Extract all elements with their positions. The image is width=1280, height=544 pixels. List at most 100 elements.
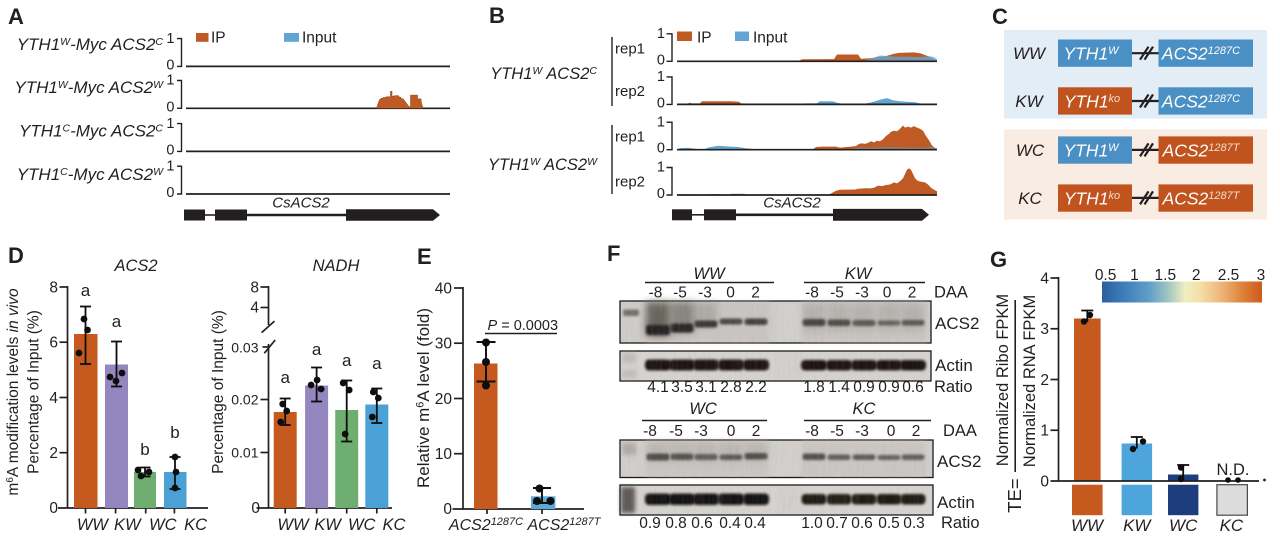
svg-text:0: 0 xyxy=(49,500,58,517)
svg-text:DAA: DAA xyxy=(934,284,968,302)
svg-text:YTH1C-Myc ACS2C: YTH1C-Myc ACS2C xyxy=(19,122,163,141)
svg-text:2: 2 xyxy=(751,285,760,302)
svg-text:0: 0 xyxy=(166,142,174,158)
svg-text:WC: WC xyxy=(1169,516,1198,535)
svg-text:Actin: Actin xyxy=(935,356,973,375)
svg-text:A: A xyxy=(8,4,24,29)
svg-text:IP: IP xyxy=(211,30,226,47)
svg-text:-8: -8 xyxy=(643,423,657,440)
svg-text:KW: KW xyxy=(314,516,342,534)
svg-text:YTH1ko: YTH1ko xyxy=(1064,91,1120,111)
svg-text:0.3: 0.3 xyxy=(903,515,925,532)
svg-text:1: 1 xyxy=(657,26,665,42)
svg-text:-5: -5 xyxy=(673,285,687,302)
svg-text:C: C xyxy=(992,4,1008,29)
svg-text:8: 8 xyxy=(49,280,58,297)
svg-text:0.5: 0.5 xyxy=(1095,267,1117,284)
svg-text:IP: IP xyxy=(697,30,712,47)
svg-text:KW: KW xyxy=(114,516,142,534)
svg-text:rep1: rep1 xyxy=(615,129,645,146)
svg-text:0: 0 xyxy=(657,52,665,68)
svg-text:YTH1W: YTH1W xyxy=(1063,44,1120,64)
svg-text:WC: WC xyxy=(689,400,717,418)
svg-text:YTH1ko: YTH1ko xyxy=(1064,188,1120,208)
svg-text:0: 0 xyxy=(657,141,665,157)
svg-text:CsACS2: CsACS2 xyxy=(763,195,821,212)
svg-text:1: 1 xyxy=(657,160,665,176)
svg-text:0: 0 xyxy=(727,423,736,440)
svg-text:Normalized Ribo FPKM: Normalized Ribo FPKM xyxy=(994,294,1012,466)
svg-text:G: G xyxy=(990,247,1007,272)
svg-text:ACS2: ACS2 xyxy=(113,257,157,275)
svg-text:a: a xyxy=(81,281,91,300)
svg-text:ACS2: ACS2 xyxy=(935,314,979,333)
svg-text:-8: -8 xyxy=(805,285,819,302)
svg-text:0: 0 xyxy=(443,501,452,518)
svg-text:Normalized RNA FPKM: Normalized RNA FPKM xyxy=(1021,295,1039,467)
svg-text:DAA: DAA xyxy=(943,422,977,440)
svg-text:YTH1W ACS2C: YTH1W ACS2C xyxy=(490,65,597,83)
svg-text:-3: -3 xyxy=(855,285,869,302)
svg-text:E: E xyxy=(417,244,432,269)
svg-text:KW: KW xyxy=(1123,516,1152,535)
svg-text:KC: KC xyxy=(184,516,207,534)
svg-text:20: 20 xyxy=(435,391,453,408)
svg-text:40: 40 xyxy=(435,281,453,298)
svg-text:6: 6 xyxy=(49,335,58,352)
svg-text:KC: KC xyxy=(853,400,876,418)
svg-text:0: 0 xyxy=(166,57,174,73)
svg-text:0.9: 0.9 xyxy=(878,379,900,396)
svg-text:1: 1 xyxy=(166,158,174,174)
svg-text:-8: -8 xyxy=(649,285,663,302)
svg-text:a: a xyxy=(372,354,382,373)
svg-text:ACS2: ACS2 xyxy=(937,452,981,471)
svg-text:10: 10 xyxy=(435,446,453,463)
svg-text:TE=: TE= xyxy=(1004,478,1025,512)
svg-text:a: a xyxy=(280,368,290,387)
svg-text:CsACS2: CsACS2 xyxy=(272,195,330,212)
svg-text:Input: Input xyxy=(753,30,788,47)
svg-text:0: 0 xyxy=(251,500,260,517)
svg-text:Percentage of Input (%): Percentage of Input (%) xyxy=(26,310,43,474)
svg-text:1.8: 1.8 xyxy=(803,379,825,396)
svg-text:3: 3 xyxy=(1257,267,1266,284)
svg-text:0.5: 0.5 xyxy=(878,515,900,532)
svg-text:4.1: 4.1 xyxy=(647,379,669,396)
svg-text:a: a xyxy=(342,351,352,370)
svg-text:1.4: 1.4 xyxy=(828,379,850,396)
svg-text:m6A modification levels in viv: m6A modification levels in vivo xyxy=(5,288,22,496)
svg-text:2.8: 2.8 xyxy=(720,379,742,396)
svg-text:YTH1W-Myc ACS2W: YTH1W-Myc ACS2W xyxy=(14,78,164,97)
svg-text:-3: -3 xyxy=(855,423,869,440)
svg-text:WC: WC xyxy=(348,516,376,534)
svg-text:N.D.: N.D. xyxy=(1217,461,1250,479)
svg-text:8: 8 xyxy=(250,280,259,297)
svg-text:1: 1 xyxy=(166,73,174,89)
svg-text:1: 1 xyxy=(1040,423,1049,440)
svg-text:KC: KC xyxy=(1018,189,1042,208)
svg-text:WC: WC xyxy=(149,516,177,534)
svg-text:0.03: 0.03 xyxy=(231,340,258,356)
svg-text:Ratio: Ratio xyxy=(941,514,980,532)
svg-text:KC: KC xyxy=(1220,516,1244,535)
svg-text:2: 2 xyxy=(912,423,921,440)
svg-text:0.7: 0.7 xyxy=(826,515,848,532)
svg-text:0.01: 0.01 xyxy=(231,445,258,461)
svg-text:-3: -3 xyxy=(694,423,708,440)
svg-text:2.5: 2.5 xyxy=(1218,267,1240,284)
svg-text:P = 0.0003: P = 0.0003 xyxy=(488,318,559,334)
svg-text:b: b xyxy=(140,440,149,459)
svg-text:0.9: 0.9 xyxy=(639,515,661,532)
svg-text:YTH1W-Myc ACS2C: YTH1W-Myc ACS2C xyxy=(17,35,164,54)
svg-text:3.5: 3.5 xyxy=(671,379,693,396)
svg-text:0: 0 xyxy=(883,285,892,302)
svg-text:a: a xyxy=(112,312,122,331)
svg-text:2: 2 xyxy=(1192,267,1201,284)
svg-text:4: 4 xyxy=(1040,271,1049,288)
svg-text:b: b xyxy=(170,423,179,442)
svg-text:1: 1 xyxy=(166,31,174,47)
svg-text:0.6: 0.6 xyxy=(691,515,713,532)
svg-text:KW: KW xyxy=(1015,92,1044,111)
svg-text:4: 4 xyxy=(49,390,58,407)
svg-text:0.4: 0.4 xyxy=(719,515,741,532)
